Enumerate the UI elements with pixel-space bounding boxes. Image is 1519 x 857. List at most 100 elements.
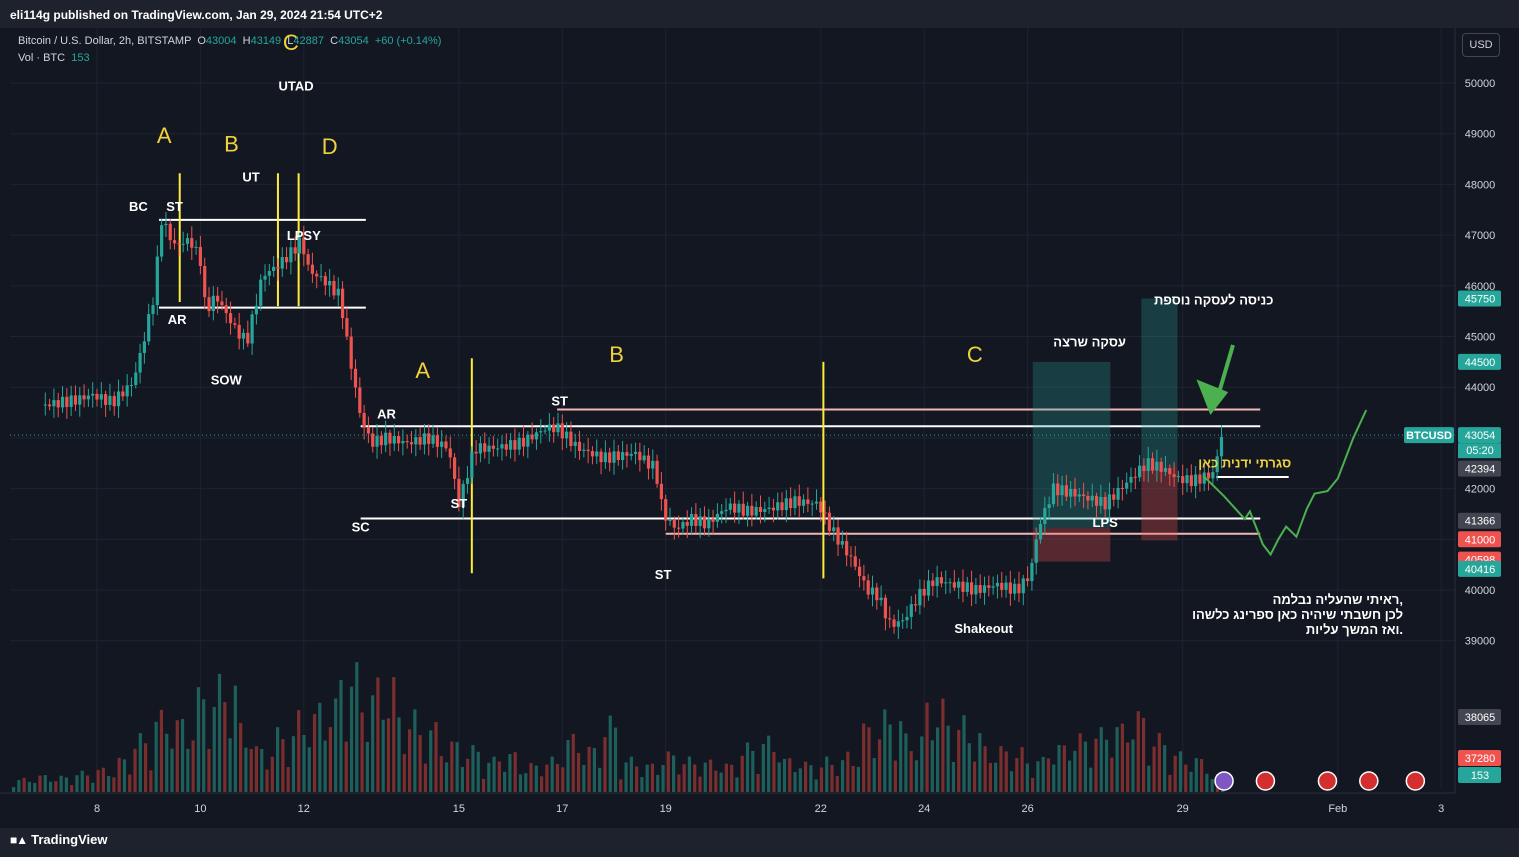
candle-body <box>797 496 801 506</box>
candle-body <box>52 400 56 407</box>
volume-value: 153 <box>71 52 90 64</box>
volume-bar <box>967 743 971 792</box>
candle-body <box>134 372 138 385</box>
candle-body <box>302 237 306 255</box>
tradingview-logo[interactable]: ■▲ TradingView <box>10 832 107 847</box>
volume-bar <box>1062 745 1066 792</box>
volume-bar <box>877 739 882 792</box>
volume-bar <box>682 764 686 792</box>
volume-bar <box>70 785 74 792</box>
open-label: O <box>197 35 206 47</box>
candle-body <box>763 508 767 513</box>
candle-body <box>702 516 707 529</box>
candle-body <box>86 395 90 400</box>
candle-body <box>1112 494 1116 500</box>
candle-body <box>750 505 754 516</box>
candle-body <box>1008 582 1012 594</box>
volume-bar <box>1057 744 1061 792</box>
chart-annotation: עסקה שרצה <box>1053 335 1126 350</box>
candle-body <box>371 433 375 447</box>
volume-bar <box>920 736 924 792</box>
chart-annotation: LPSY <box>287 228 321 243</box>
volume-bar <box>196 687 200 792</box>
volume-bar <box>788 758 792 792</box>
candle-body <box>638 451 642 461</box>
candle-body <box>982 585 987 593</box>
symbol-title[interactable]: Bitcoin / U.S. Dollar, 2h, BITSTAMP <box>18 35 192 47</box>
volume-bar <box>466 758 470 792</box>
volume-bar <box>603 737 607 792</box>
volume-bar <box>1094 738 1098 792</box>
volume-bar <box>371 695 375 792</box>
volume-bar <box>1210 779 1214 792</box>
wave-label: B <box>609 342 624 367</box>
candle-body <box>332 281 336 296</box>
long-position-stop-zone <box>1032 527 1111 562</box>
candle-body <box>112 395 116 407</box>
candle-body <box>879 597 883 601</box>
volume-bar <box>355 662 359 792</box>
candle-body <box>147 314 151 342</box>
projection-path <box>1202 409 1368 557</box>
volume-bar <box>270 756 274 792</box>
candle-body <box>737 503 741 513</box>
event-flash-icon <box>1214 771 1234 791</box>
candle-body <box>560 423 564 439</box>
candle-body <box>483 443 487 452</box>
volume-bar <box>85 775 90 792</box>
volume-bar <box>217 673 222 792</box>
volume-bar <box>492 756 496 792</box>
volume-bar <box>455 742 459 792</box>
volume-bar <box>534 765 538 792</box>
candle-body <box>366 427 371 434</box>
candle-body <box>651 460 655 469</box>
candle-body <box>388 432 392 444</box>
candle-body <box>771 507 776 511</box>
volume-bar <box>75 775 79 792</box>
candle-body <box>905 616 909 621</box>
volume-bar <box>946 725 950 792</box>
volume-bar <box>397 717 401 792</box>
price-scale-badge <box>1458 353 1501 370</box>
volume-bar <box>64 777 68 792</box>
event-flag-icon <box>1317 771 1338 791</box>
candle-body <box>995 582 1000 587</box>
x-tick-label: Feb <box>1328 803 1347 815</box>
chart-background <box>0 28 1519 828</box>
volume-bar <box>1083 741 1088 792</box>
candle-body <box>43 404 47 406</box>
volume-bar <box>418 735 422 792</box>
volume-bar <box>1147 765 1151 792</box>
volume-bar <box>862 723 866 792</box>
countdown-badge <box>1458 443 1501 459</box>
price-scale-value: 41000 <box>1465 534 1496 546</box>
candle-body <box>418 437 422 445</box>
candle-body <box>1047 504 1051 509</box>
tradingview-logo-icon: ■▲ <box>10 833 28 847</box>
currency-button[interactable]: USD <box>1462 33 1500 57</box>
candle-body <box>741 503 745 516</box>
candle-body <box>547 424 551 431</box>
candle-body <box>1103 496 1107 510</box>
candle-body <box>1056 483 1060 496</box>
candle-body <box>1004 582 1008 590</box>
volume-bar <box>339 680 343 792</box>
chart-annotation: LPS <box>1093 515 1119 530</box>
volume-bar <box>386 718 391 792</box>
candle-body <box>190 238 194 248</box>
candle-body <box>715 513 719 522</box>
volume-bar <box>962 715 966 792</box>
candle-body <box>104 394 108 405</box>
candle-body <box>659 483 663 500</box>
candle-body <box>672 519 676 528</box>
volume-label[interactable]: Vol · BTC <box>18 52 66 64</box>
candle-body <box>427 433 431 444</box>
volume-bar <box>540 776 544 792</box>
chart-annotation: AR <box>377 407 396 422</box>
candle-body <box>228 313 233 324</box>
chart-annotation: ST <box>166 199 183 214</box>
candle-body <box>608 452 612 463</box>
volume-bar <box>265 769 269 792</box>
volume-bar <box>291 736 296 792</box>
